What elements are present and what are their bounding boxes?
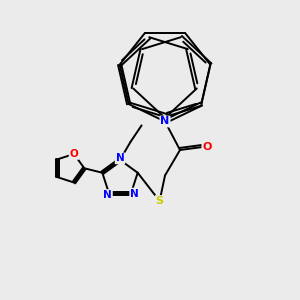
Text: S: S bbox=[156, 196, 164, 206]
Text: O: O bbox=[70, 149, 78, 159]
Text: N: N bbox=[160, 116, 169, 127]
Text: N: N bbox=[116, 153, 124, 164]
Text: N: N bbox=[103, 190, 112, 200]
Text: N: N bbox=[130, 188, 139, 199]
Text: O: O bbox=[202, 142, 212, 152]
